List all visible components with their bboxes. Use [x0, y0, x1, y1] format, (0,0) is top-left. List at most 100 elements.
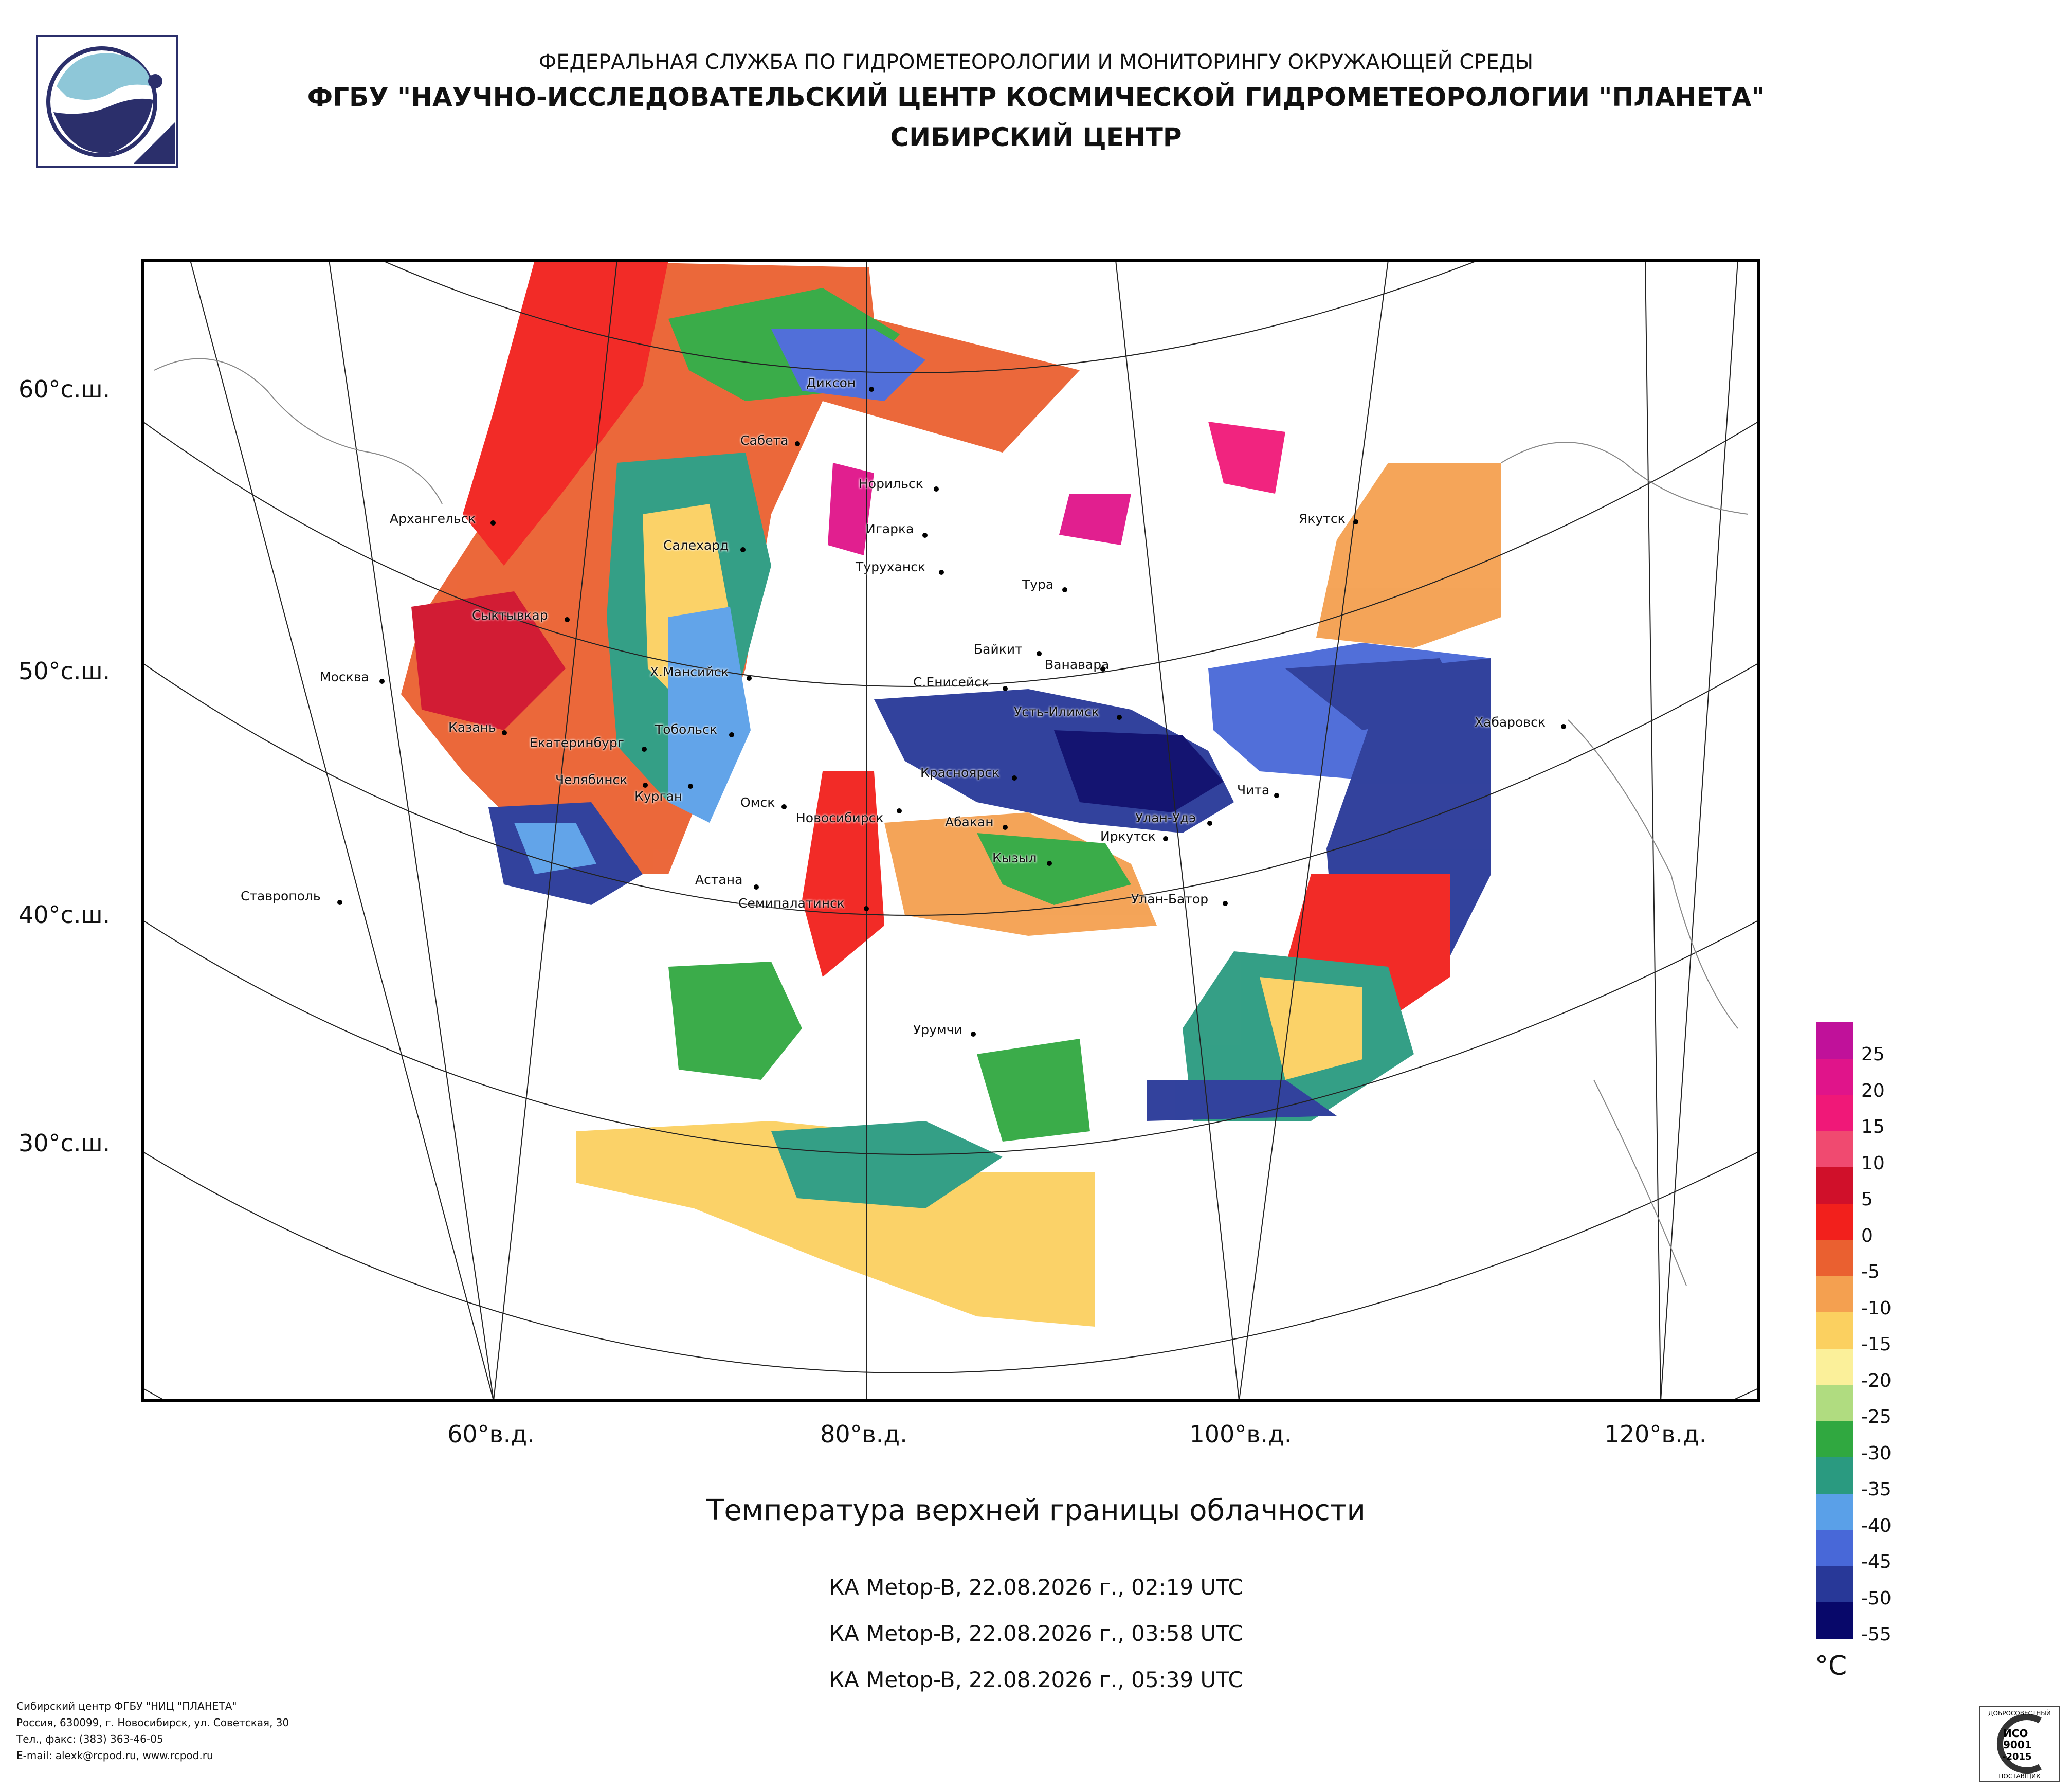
footer-contacts: Сибирский центр ФГБУ "НИЦ "ПЛАНЕТА" Росс… [16, 1698, 289, 1764]
city-dikson: Диксон [806, 375, 856, 390]
city-chelyabinsk: Челябинск [555, 772, 628, 787]
city-marker [643, 783, 648, 788]
city-tura: Тура [1022, 577, 1054, 592]
center-title: СИБИРСКИЙ ЦЕНТР [890, 122, 1182, 152]
scale-swatch [1816, 1348, 1853, 1385]
city-khanty-mansiysk: Х.Мансийск [650, 664, 729, 679]
city-marker [379, 679, 385, 684]
map-area [143, 260, 1758, 1401]
iso-line-1: ИСО [2003, 1727, 2028, 1740]
iso-certification-mark: ДОБРОСОВЕСТНЫЙ ИСО 9001 -2015 ПОСТАВЩИК [1979, 1706, 2060, 1782]
city-turukhansk: Туруханск [856, 559, 926, 574]
footer-line: E-mail: alexk@rcpod.ru, www.rcpod.ru [16, 1749, 213, 1762]
scale-tick-label: -30 [1861, 1442, 1892, 1464]
scale-tick-label: -45 [1861, 1551, 1892, 1572]
scale-tick-label: 15 [1861, 1116, 1885, 1137]
temperature-color-scale [1816, 1022, 1853, 1639]
scale-tick-label: -5 [1861, 1261, 1880, 1282]
city-marker [642, 747, 647, 752]
scale-swatch [1816, 1530, 1853, 1566]
city-marker [1012, 775, 1017, 781]
city-marker [934, 486, 939, 492]
city-irkutsk: Иркутск [1100, 829, 1156, 844]
city-urumqi: Урумчи [913, 1022, 962, 1037]
city-baykit: Байкит [974, 642, 1023, 657]
graticule [143, 260, 1758, 1401]
city-salekhard: Салехард [663, 538, 729, 553]
city-marker [922, 533, 928, 538]
scale-swatch [1816, 1203, 1853, 1240]
city-kazan: Казань [448, 720, 496, 735]
map-frame [141, 259, 1760, 1402]
coastlines [154, 358, 1749, 1286]
scale-swatch [1816, 1167, 1853, 1204]
agency-title: ФЕДЕРАЛЬНАЯ СЛУЖБА ПО ГИДРОМЕТЕОРОЛОГИИ … [538, 50, 1534, 74]
city-marker [1003, 825, 1008, 830]
iso-line-3: -2015 [2002, 1751, 2032, 1762]
city-marker [1561, 724, 1566, 729]
scale-swatch [1816, 1131, 1853, 1167]
city-marker [490, 520, 496, 526]
city-yekaterinburg: Екатеринбург [530, 735, 624, 750]
city-marker [1223, 901, 1228, 906]
lon-label-120: 120°в.д. [1604, 1420, 1707, 1448]
city-marker [939, 570, 944, 575]
city-kyzyl: Кызыл [992, 851, 1037, 865]
scale-tick-label: 10 [1861, 1152, 1885, 1174]
city-marker [565, 617, 570, 622]
city-marker [795, 441, 800, 446]
scale-swatch [1816, 1312, 1853, 1349]
scale-swatch [1816, 1602, 1853, 1639]
institute-title: ФГБУ "НАУЧНО-ИССЛЕДОВАТЕЛЬСКИЙ ЦЕНТР КОС… [307, 82, 1765, 112]
city-marker [747, 676, 752, 681]
city-semipalatinsk: Семипалатинск [738, 896, 845, 911]
city-marker [1047, 861, 1052, 866]
city-marker [1207, 821, 1212, 826]
city-syktyvkar: Сыктывкар [472, 608, 548, 623]
scale-swatch [1816, 1421, 1853, 1457]
city-tobolsk: Тобольск [655, 722, 717, 737]
city-marker [971, 1032, 976, 1037]
scale-tick-label: -35 [1861, 1479, 1892, 1500]
city-marker [740, 547, 746, 552]
city-marker [1163, 836, 1168, 841]
lon-label-100: 100°в.д. [1189, 1420, 1292, 1448]
city-severo-yeniseysk: С.Енисейск [913, 675, 990, 690]
city-arkhangelsk: Архангельск [390, 511, 476, 526]
scale-tick-label: -55 [1861, 1624, 1892, 1645]
map-caption: Температура верхней границы облачности [706, 1494, 1366, 1527]
iso-bottom-text: ПОСТАВЩИК [1998, 1772, 2041, 1780]
city-ust-ilimsk: Усть-Илимск [1014, 704, 1099, 719]
lon-label-80: 80°в.д. [820, 1420, 907, 1448]
scale-swatch [1816, 1276, 1853, 1312]
city-abakan: Абакан [945, 815, 994, 829]
city-marker [864, 906, 869, 911]
city-khabarovsk: Хабаровск [1475, 715, 1546, 730]
city-marker [1117, 715, 1122, 720]
scale-unit: °C [1815, 1651, 1847, 1681]
scale-swatch [1816, 1566, 1853, 1602]
scale-swatch [1816, 1457, 1853, 1494]
city-marker [897, 808, 902, 813]
city-igarka: Игарка [866, 521, 914, 536]
city-marker [754, 884, 759, 890]
scale-swatch [1816, 1022, 1853, 1059]
scale-swatch [1816, 1385, 1853, 1421]
cloud-field [401, 260, 1501, 1327]
city-marker [729, 732, 734, 737]
city-astana: Астана [695, 872, 743, 887]
scale-swatch [1816, 1240, 1853, 1276]
city-marker [1003, 686, 1008, 691]
city-marker [688, 784, 693, 789]
scale-tick-label: -10 [1861, 1297, 1892, 1319]
lat-label-50: 50°с.ш. [19, 657, 111, 685]
scale-tick-label: -15 [1861, 1334, 1892, 1355]
city-omsk: Омск [740, 795, 775, 810]
city-marker [869, 387, 874, 392]
city-moscow: Москва [320, 670, 369, 684]
scale-swatch [1816, 1058, 1853, 1095]
city-marker [502, 730, 507, 735]
city-marker [781, 804, 787, 809]
satellite-pass-1: КА Metop-B, 22.08.2026 г., 02:19 UTC [829, 1575, 1243, 1600]
